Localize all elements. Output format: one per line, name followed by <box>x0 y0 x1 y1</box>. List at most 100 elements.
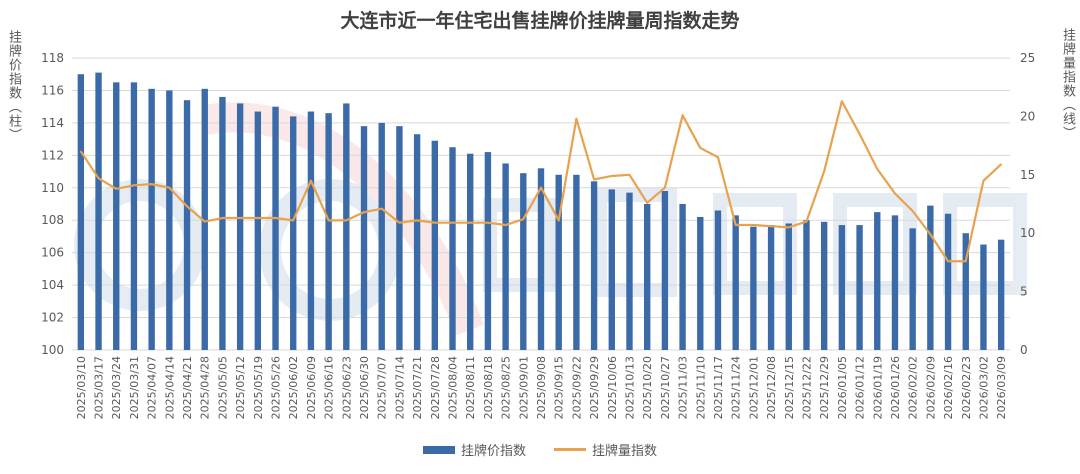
bar <box>413 134 421 350</box>
line-point <box>115 188 118 190</box>
bar <box>909 228 916 350</box>
y-left-tick-label: 112 <box>41 148 64 162</box>
bar <box>785 223 792 350</box>
bar <box>360 126 368 350</box>
bar <box>183 100 191 350</box>
bar <box>343 103 350 350</box>
bar <box>502 163 509 350</box>
bar <box>803 220 810 350</box>
line-point <box>434 221 436 224</box>
x-tick-label: 2025/10/27 <box>659 356 672 419</box>
x-tick-label: 2025/09/08 <box>535 356 548 419</box>
bar <box>838 225 846 350</box>
x-tick-label: 2025/11/03 <box>677 356 690 419</box>
x-tick-label: 2025/03/31 <box>128 356 141 419</box>
bar <box>573 174 580 350</box>
legend-bar-label: 挂牌价指数 <box>460 444 526 459</box>
x-tick-label: 2025/10/06 <box>606 356 619 419</box>
legend-item-bar: 挂牌价指数 <box>422 440 526 459</box>
y-right-tick-label: 10 <box>1020 226 1035 240</box>
line-point <box>487 221 489 224</box>
x-tick-label: 2026/01/19 <box>871 356 884 419</box>
x-tick-label: 2025/07/07 <box>376 356 389 419</box>
bar <box>891 215 899 350</box>
line-point <box>540 186 542 189</box>
bar <box>608 189 615 350</box>
bar <box>767 225 775 350</box>
x-tick-label: 2025/05/12 <box>234 356 247 419</box>
x-tick-label: 2025/09/01 <box>517 356 530 419</box>
y-left-tick-label: 116 <box>41 83 64 97</box>
bar <box>219 96 226 350</box>
x-tick-label: 2025/09/15 <box>553 356 566 419</box>
line-point <box>752 224 755 226</box>
bar <box>555 174 562 350</box>
bar <box>325 113 332 351</box>
bar <box>537 168 545 350</box>
x-tick-label: 2026/01/12 <box>854 356 867 419</box>
bar <box>95 72 102 350</box>
bar <box>856 225 863 350</box>
line-point <box>504 224 507 226</box>
legend-bar-swatch <box>422 445 455 454</box>
line-point <box>664 186 666 189</box>
y-left-tick-label: 102 <box>41 311 64 325</box>
line-point <box>593 178 595 181</box>
bar <box>236 103 244 350</box>
line-point <box>522 218 525 220</box>
y-left-tick-label: 100 <box>41 343 64 357</box>
x-tick-label: 2025/09/29 <box>588 356 601 419</box>
line-point <box>628 174 631 176</box>
y-left-tick-label: 108 <box>41 213 64 227</box>
x-tick-label: 2025/04/07 <box>146 356 159 419</box>
x-tick-label: 2025/06/23 <box>340 356 353 419</box>
bar <box>431 140 438 350</box>
line-point <box>982 179 985 182</box>
y-left-tick-label: 106 <box>41 246 64 260</box>
y-right-tick-label: 15 <box>1020 168 1035 182</box>
line-point <box>380 207 383 210</box>
bar <box>254 111 262 351</box>
line-point <box>734 224 737 226</box>
legend-item-line: 挂牌量指数 <box>554 440 657 459</box>
line-point <box>717 156 719 159</box>
x-tick-label: 2025/12/22 <box>800 356 813 419</box>
y-axis-right-label: 挂牌量指数（线） <box>1060 28 1075 140</box>
x-tick-label: 2026/03/02 <box>977 356 990 419</box>
bar <box>714 210 722 350</box>
bar <box>750 226 757 350</box>
y-right-tick-label: 0 <box>1020 343 1028 357</box>
line-point <box>80 150 82 153</box>
bar <box>944 213 952 350</box>
x-tick-label: 2025/10/13 <box>623 356 636 419</box>
line-point <box>805 220 808 223</box>
line-point <box>327 219 330 222</box>
line-point <box>858 133 861 135</box>
line-point <box>186 205 188 208</box>
x-tick-label: 2025/11/10 <box>694 356 707 419</box>
x-tick-label: 2026/01/05 <box>836 356 849 419</box>
line-point <box>911 210 914 212</box>
y-axis-left-label: 挂牌价指数（柱） <box>6 30 21 142</box>
line-point <box>947 260 949 263</box>
x-tick-label: 2026/02/23 <box>960 356 973 419</box>
x-tick-label: 2025/05/05 <box>216 356 229 419</box>
x-tick-label: 2025/11/17 <box>712 356 725 419</box>
bar <box>644 204 651 350</box>
bar <box>520 173 527 350</box>
bar <box>77 74 85 350</box>
line-point <box>876 168 879 170</box>
bar <box>396 126 403 350</box>
line-point <box>1000 163 1002 166</box>
line-point <box>416 219 418 222</box>
y-right-tick-label: 20 <box>1020 109 1035 123</box>
x-tick-label: 2025/06/02 <box>287 356 300 419</box>
line-point <box>699 147 702 149</box>
bar <box>467 153 474 350</box>
x-tick-label: 2025/07/14 <box>393 356 406 419</box>
y-right-tick-label: 5 <box>1020 285 1028 299</box>
x-tick-label: 2025/12/15 <box>783 356 796 419</box>
y-right-tick-label: 25 <box>1020 51 1035 65</box>
